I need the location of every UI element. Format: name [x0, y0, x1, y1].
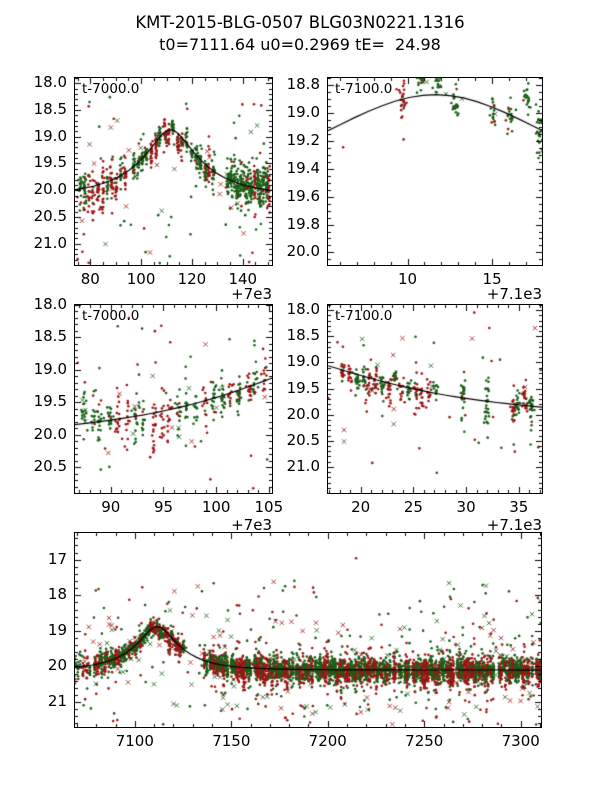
- x-tick-label: 30: [456, 498, 476, 516]
- y-tick-label: 19.4: [286, 158, 320, 177]
- panel-time-offset-label: t-7100.0: [335, 81, 393, 97]
- x-tick-label: 15: [482, 270, 502, 288]
- plot-area-canvas: [328, 305, 542, 493]
- y-tick-label: 18.5: [33, 100, 67, 119]
- y-tick-label: 20.0: [33, 180, 67, 199]
- plot-area-canvas: [328, 78, 542, 265]
- x-tick-label: 120: [177, 270, 207, 288]
- y-tick-label: 18.5: [33, 327, 67, 346]
- panel-peak-zoom-right: t-7100.0: [327, 77, 543, 266]
- figure-title: KMT-2015-BLG-0507 BLG03N0221.1316: [135, 13, 465, 32]
- y-tick-label: 19: [47, 620, 67, 639]
- x-tick-label: 20: [351, 498, 371, 516]
- figure-subtitle: t0=7111.64 u0=0.2969 tE= 24.98: [159, 35, 441, 54]
- x-tick-label: 140: [228, 270, 258, 288]
- y-tick-label: 19.2: [286, 130, 320, 149]
- x-tick-label: 25: [403, 498, 423, 516]
- y-tick-label: 19.0: [33, 126, 67, 145]
- x-tick-label: 35: [509, 498, 529, 516]
- x-tick-label: 7100: [115, 732, 154, 750]
- y-tick-label: 19.0: [33, 359, 67, 378]
- y-tick-label: 20.5: [33, 206, 67, 225]
- y-tick-label: 20.0: [33, 424, 67, 443]
- plot-area-canvas: [75, 305, 272, 493]
- x-tick-label: 7200: [308, 732, 347, 750]
- y-tick-label: 20.0: [286, 404, 320, 423]
- y-tick-label: 18.0: [33, 73, 67, 92]
- y-tick-label: 18.5: [286, 326, 320, 345]
- panel-time-offset-label: t-7100.0: [335, 308, 393, 324]
- y-tick-label: 18: [47, 585, 67, 604]
- panel-full-lightcurve: [74, 532, 542, 728]
- panel-time-offset-label: t-7000.0: [82, 308, 140, 324]
- y-tick-label: 19.0: [286, 102, 320, 121]
- x-tick-label: 105: [254, 498, 284, 516]
- y-tick-label: 19.8: [286, 214, 320, 233]
- x-tick-label: 7300: [501, 732, 540, 750]
- y-tick-label: 18.0: [33, 295, 67, 313]
- plot-area-canvas: [75, 78, 272, 265]
- y-tick-label: 18.8: [286, 74, 320, 93]
- y-tick-label: 21.0: [33, 233, 67, 252]
- x-tick-label: 7250: [405, 732, 444, 750]
- y-tick-label: 18.0: [286, 300, 320, 319]
- y-tick-label: 19.5: [33, 392, 67, 411]
- y-tick-label: 19.5: [286, 378, 320, 397]
- panel-peak-zoom-left: t-7000.0: [74, 77, 273, 266]
- x-axis-offset-label: +7e3: [231, 516, 272, 534]
- x-tick-label: 80: [80, 270, 100, 288]
- y-tick-label: 19.6: [286, 186, 320, 205]
- y-tick-label: 19.5: [33, 153, 67, 172]
- y-tick-label: 19.0: [286, 352, 320, 371]
- panel-decline-zoom: t-7100.0: [327, 304, 543, 494]
- y-tick-label: 17: [47, 549, 67, 568]
- panel-rise-zoom: t-7000.0: [74, 304, 273, 494]
- y-tick-label: 20: [47, 656, 67, 675]
- x-tick-label: 95: [153, 498, 174, 516]
- x-tick-label: 7150: [212, 732, 251, 750]
- x-tick-label: 90: [101, 498, 121, 516]
- y-tick-label: 21.0: [286, 456, 320, 475]
- y-tick-label: 20.0: [286, 242, 320, 261]
- y-tick-label: 20.5: [286, 430, 320, 449]
- x-axis-offset-label: +7e3: [231, 285, 272, 303]
- y-tick-label: 21: [47, 692, 67, 711]
- plot-area-canvas: [75, 533, 541, 727]
- x-axis-offset-label: +7.1e3: [486, 285, 542, 303]
- x-axis-offset-label: +7.1e3: [486, 516, 542, 534]
- x-tick-label: 100: [201, 498, 231, 516]
- panel-time-offset-label: t-7000.0: [82, 81, 140, 97]
- x-tick-label: 100: [126, 270, 156, 288]
- y-tick-label: 20.5: [33, 457, 67, 476]
- x-tick-label: 10: [397, 270, 418, 288]
